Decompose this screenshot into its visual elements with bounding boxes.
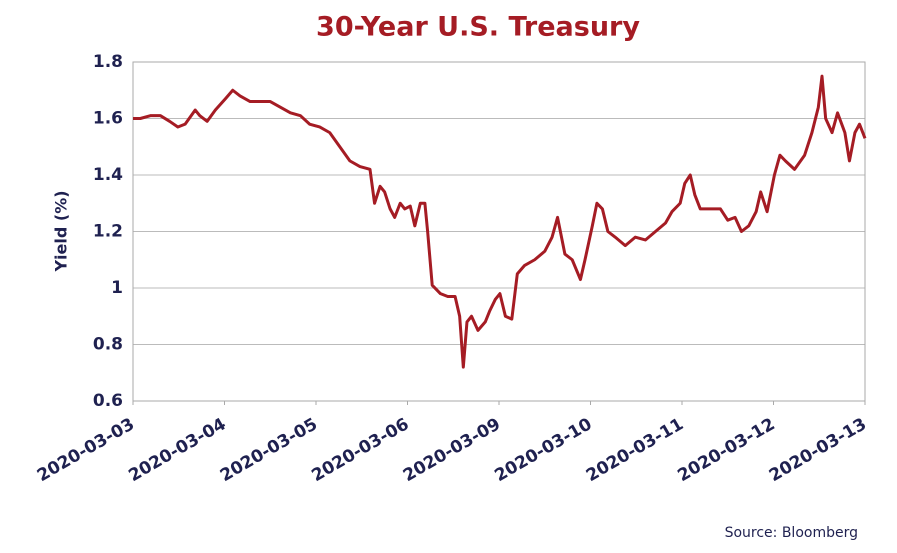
y-tick-label: 1.6 <box>93 109 123 129</box>
data-line <box>133 74 867 369</box>
y-tick-label: 1.8 <box>93 52 123 72</box>
chart-title: 30-Year U.S. Treasury <box>316 12 640 43</box>
y-tick-label: 0.6 <box>93 391 123 411</box>
y-tick-label: 1.4 <box>93 165 123 185</box>
x-tick-label: 2020-03-11 <box>583 414 687 486</box>
y-tick-label: 1 <box>111 278 123 298</box>
x-tick-label: 2020-03-04 <box>125 414 229 486</box>
y-tick-label: 0.8 <box>93 335 123 355</box>
source-note: Source: Bloomberg <box>725 525 858 541</box>
x-tick-label: 2020-03-09 <box>400 414 504 486</box>
x-tick-label: 2020-03-06 <box>308 414 412 486</box>
x-tick-label: 2020-03-03 <box>34 414 138 486</box>
x-tick-label: 2020-03-05 <box>217 414 321 486</box>
y-tick-label: 1.2 <box>93 222 123 242</box>
x-tick-label: 2020-03-13 <box>766 414 870 486</box>
x-tick-label: 2020-03-12 <box>674 414 778 486</box>
x-tick-label: 2020-03-10 <box>491 414 595 486</box>
y-axis-label: Yield (%) <box>52 190 71 272</box>
